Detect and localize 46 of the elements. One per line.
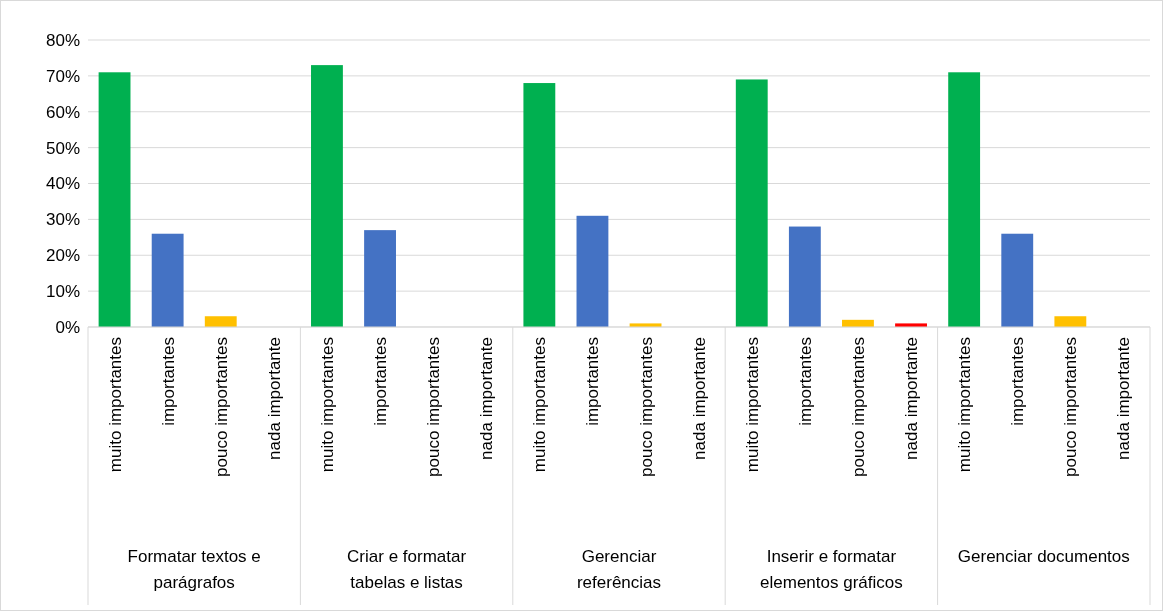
y-tick-label: 30% xyxy=(45,210,80,230)
text: Gerenciar documentos xyxy=(957,547,1130,566)
x-tick-label: pouco importantes xyxy=(211,337,231,477)
x-tick-label: nada importante xyxy=(902,337,921,460)
x-tick-label: muito importantes xyxy=(742,337,762,473)
bar xyxy=(523,83,556,327)
bar xyxy=(311,65,343,327)
x-tick-label: pouco importantes xyxy=(424,337,444,477)
y-tick-label: 0% xyxy=(55,317,80,337)
x-tick-label: muito importantes xyxy=(955,337,975,473)
bar xyxy=(1054,316,1087,327)
bar xyxy=(364,230,396,327)
bar xyxy=(788,226,821,327)
x-tick-label: muito importantes xyxy=(530,337,550,473)
bar xyxy=(98,72,131,327)
x-tick-label: nada importante xyxy=(264,337,284,460)
text: Criar e formatar tabelas e listas xyxy=(347,547,467,592)
x-tick-label: importantes xyxy=(583,337,603,426)
x-tick-label: pouco importantes xyxy=(636,337,656,477)
y-tick-label: 80% xyxy=(45,30,80,50)
text: Gerenciar referências xyxy=(576,547,662,592)
x-tick-label: importantes xyxy=(1008,337,1028,426)
bar xyxy=(1001,233,1034,327)
x-tick-label: nada importante xyxy=(689,337,709,460)
x-tick-label: importantes xyxy=(371,337,390,426)
bar xyxy=(151,233,184,327)
y-tick-label: 10% xyxy=(45,282,80,302)
y-tick-label: 40% xyxy=(45,174,80,194)
y-tick-label: 70% xyxy=(45,66,80,86)
y-tick-label: 60% xyxy=(45,102,80,122)
x-tick-label: importantes xyxy=(795,337,815,426)
x-tick-label: nada importante xyxy=(477,337,497,460)
x-tick-label: muito importantes xyxy=(317,337,337,473)
y-tick-label: 20% xyxy=(45,246,80,266)
x-tick-label: nada importante xyxy=(1114,337,1134,460)
y-tick-label: 50% xyxy=(45,138,80,158)
text: Inserir e formatar elementos gráficos xyxy=(760,547,903,592)
bar xyxy=(204,316,237,327)
text: Formatar textos e parágrafos xyxy=(127,547,261,592)
x-tick-label: pouco importantes xyxy=(848,337,868,477)
bar xyxy=(948,72,981,327)
x-tick-label: pouco importantes xyxy=(1061,337,1081,477)
bar xyxy=(735,79,768,327)
bar xyxy=(576,215,609,327)
x-tick-label: importantes xyxy=(158,337,178,426)
x-tick-label: muito importantes xyxy=(105,337,125,473)
